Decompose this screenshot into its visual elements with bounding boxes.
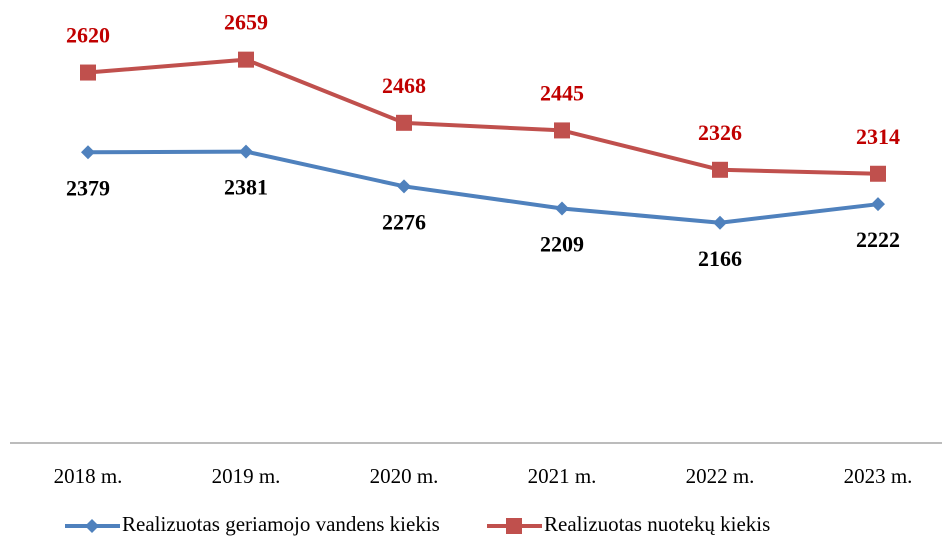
data-label: 2314 — [856, 124, 900, 149]
data-point — [713, 215, 727, 230]
series-line — [87, 149, 879, 225]
data-label: 2620 — [66, 23, 110, 48]
data-label: 2209 — [540, 232, 584, 257]
data-point — [238, 51, 254, 68]
data-label: 2468 — [382, 73, 426, 98]
legend-label: Realizuotas nuotekų kiekis — [544, 512, 770, 536]
data-label: 2326 — [698, 120, 742, 145]
data-point — [870, 165, 886, 182]
data-point — [81, 145, 95, 160]
data-label: 2222 — [856, 227, 900, 252]
x-tick-label: 2022 m. — [686, 464, 755, 488]
x-tick-label: 2023 m. — [844, 464, 913, 488]
data-point — [554, 122, 570, 139]
series-line — [87, 57, 879, 176]
data-label: 2379 — [66, 175, 110, 200]
data-point — [871, 197, 885, 212]
data-point — [396, 114, 412, 131]
data-point — [239, 144, 253, 159]
legend-label: Realizuotas geriamojo vandens kiekis — [122, 512, 440, 536]
data-label: 2276 — [382, 209, 426, 234]
data-point — [397, 179, 411, 194]
data-label: 2381 — [224, 175, 268, 200]
legend-marker — [506, 518, 522, 534]
x-tick-label: 2019 m. — [212, 464, 281, 488]
legend-marker — [85, 519, 99, 533]
data-label: 2659 — [224, 10, 268, 35]
data-point — [712, 161, 728, 178]
data-point — [80, 64, 96, 81]
x-tick-label: 2020 m. — [370, 464, 439, 488]
data-point — [555, 201, 569, 216]
x-tick-label: 2018 m. — [54, 464, 123, 488]
data-label: 2445 — [540, 80, 584, 105]
x-tick-label: 2021 m. — [528, 464, 597, 488]
data-label: 2166 — [698, 246, 742, 271]
